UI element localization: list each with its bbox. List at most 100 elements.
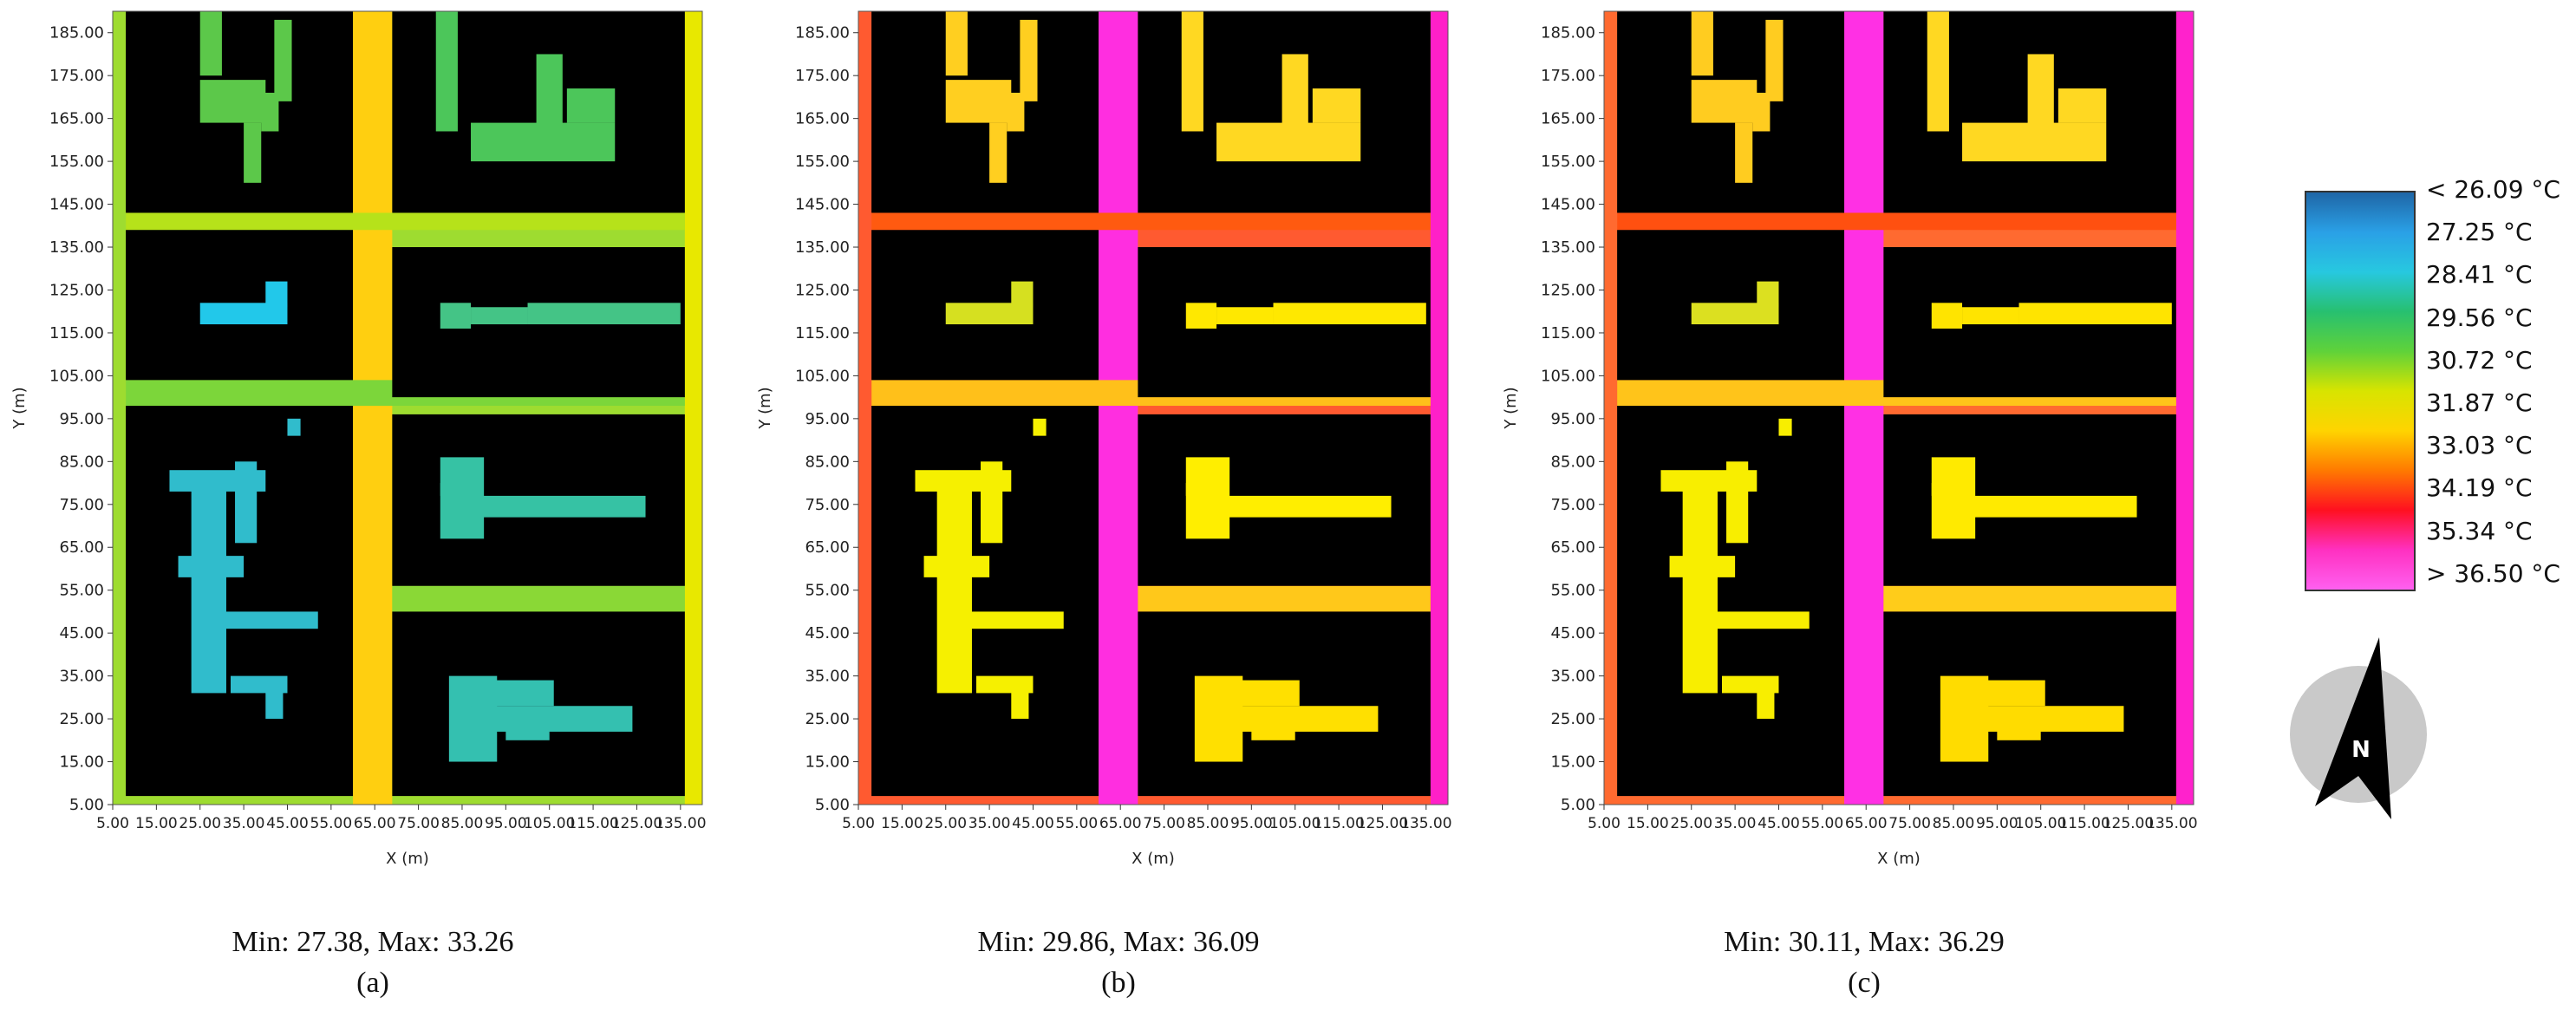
y-tick-label: 85.00 (1550, 453, 1595, 471)
road-north-south-main (1844, 11, 1884, 805)
plot-frame (1603, 10, 2194, 805)
vegetation-patch (1691, 11, 1713, 76)
y-tick-label: 165.00 (1541, 110, 1595, 128)
vegetation-patch (1691, 80, 1758, 123)
y-tick-label: 115.00 (49, 324, 104, 342)
y-tick-label: 45.00 (59, 624, 104, 642)
y-tick-label: 135.00 (795, 238, 850, 257)
x-tick-label: 125.00 (1357, 815, 1408, 832)
panel-c-label: (c) (1848, 967, 1881, 999)
y-tick-label: 135.00 (49, 238, 104, 257)
panel-b-stats: Min: 29.86, Max: 36.09 (977, 926, 1260, 958)
x-axis-title: X (m) (1877, 850, 1921, 868)
road-north-south-right (2175, 11, 2194, 805)
x-tick-label: 85.00 (1933, 815, 1975, 832)
road-east-west-top (126, 212, 685, 231)
vegetation-patch (1704, 611, 1810, 629)
x-tick-label: 5.00 (842, 815, 875, 832)
y-tick-label: 105.00 (795, 367, 850, 385)
vegetation-patch (1033, 418, 1047, 436)
vegetation-patch (1966, 495, 2137, 518)
y-tick-label: 125.00 (1541, 281, 1595, 299)
y-tick-label: 45.00 (805, 624, 850, 642)
colorbar-label: 27.25 °C (2426, 218, 2533, 246)
road-west-edge (858, 11, 872, 805)
vegetation-patch (923, 556, 990, 577)
y-tick-label: 55.00 (1550, 582, 1595, 600)
vegetation-patch (261, 92, 279, 132)
y-tick-label: 125.00 (795, 281, 850, 299)
vegetation-patch (1221, 495, 1392, 518)
y-tick-label: 125.00 (49, 281, 104, 299)
road-east-west-low (1883, 585, 2176, 612)
vegetation-patch (466, 680, 554, 707)
y-tick-label: 15.00 (59, 753, 104, 772)
x-axis-title: X (m) (1131, 850, 1175, 868)
vegetation-patch (1757, 684, 1775, 720)
y-tick-label: 175.00 (1541, 67, 1595, 85)
y-tick-label: 25.00 (805, 710, 850, 728)
y-tick-label: 175.00 (49, 67, 104, 85)
y-tick-label: 95.00 (59, 410, 104, 428)
colorbar-label: 28.41 °C (2426, 260, 2533, 289)
road-north-south-main (353, 11, 393, 805)
x-tick-label: 45.00 (1012, 815, 1054, 832)
y-tick-label: 115.00 (1541, 324, 1595, 342)
x-tick-label: 15.00 (881, 815, 923, 832)
colorbar-gradient (2305, 191, 2416, 591)
vegetation-patch (1752, 92, 1771, 132)
vegetation-patch (471, 307, 528, 325)
vegetation-patch (1682, 483, 1718, 694)
colorbar-label: 29.56 °C (2426, 303, 2533, 332)
x-tick-label: 35.00 (968, 815, 1011, 832)
colorbar-label: 31.87 °C (2426, 388, 2533, 417)
x-tick-label: 45.00 (266, 815, 309, 832)
colorbar-label: < 26.09 °C (2426, 175, 2560, 204)
road-west-edge (1604, 11, 1618, 805)
x-tick-label: 85.00 (441, 815, 484, 832)
road-east-west-low (1138, 585, 1431, 612)
north-arrow-compass: N (2289, 629, 2445, 837)
y-tick-label: 105.00 (1541, 367, 1595, 385)
vegetation-patch (1931, 483, 1953, 496)
compass-north-label: N (2351, 737, 2371, 763)
vegetation-patch (435, 11, 458, 132)
x-tick-label: 15.00 (135, 815, 178, 832)
vegetation-patch (244, 122, 262, 183)
x-tick-label: 45.00 (1758, 815, 1800, 832)
y-tick-label: 5.00 (1561, 796, 1595, 814)
vegetation-patch (1735, 122, 1753, 183)
y-tick-label: 145.00 (49, 196, 104, 214)
y-tick-label: 35.00 (59, 668, 104, 686)
y-axis-title: Y (m) (10, 387, 29, 429)
y-tick-label: 185.00 (1541, 24, 1595, 42)
x-tick-label: 95.00 (1230, 815, 1273, 832)
y-tick-label: 185.00 (49, 24, 104, 42)
x-tick-label: 75.00 (1888, 815, 1931, 832)
y-tick-label: 175.00 (795, 67, 850, 85)
vegetation-patch (440, 303, 472, 329)
x-tick-label: 55.00 (310, 815, 353, 832)
vegetation-patch (1011, 281, 1034, 308)
x-tick-label: 65.00 (1099, 815, 1142, 832)
vegetation-patch (1931, 303, 1963, 329)
y-tick-label: 25.00 (59, 710, 104, 728)
x-tick-label: 85.00 (1187, 815, 1229, 832)
heatmap-panel-c: 5.00 15.00 25.00 35.00 45.00 55.00 65.00 75.00 8… (1491, 0, 2237, 1017)
x-tick-label: 65.00 (354, 815, 396, 832)
vegetation-patch (1669, 556, 1736, 577)
y-tick-label: 95.00 (1550, 410, 1595, 428)
vegetation-patch (235, 461, 258, 544)
vegetation-patch (1312, 88, 1361, 123)
vegetation-patch (1962, 706, 2124, 732)
vegetation-patch (191, 483, 226, 694)
x-axis-title: X (m) (386, 850, 429, 868)
y-tick-label: 115.00 (795, 324, 850, 342)
x-tick-label: 35.00 (1714, 815, 1757, 832)
y-tick-label: 145.00 (795, 196, 850, 214)
colorbar-label: 33.03 °C (2426, 431, 2533, 460)
colorbar-label: > 36.50 °C (2426, 559, 2560, 588)
x-tick-label: 25.00 (1670, 815, 1712, 832)
road-east-west-top (1617, 212, 2176, 231)
y-tick-label: 145.00 (1541, 196, 1595, 214)
